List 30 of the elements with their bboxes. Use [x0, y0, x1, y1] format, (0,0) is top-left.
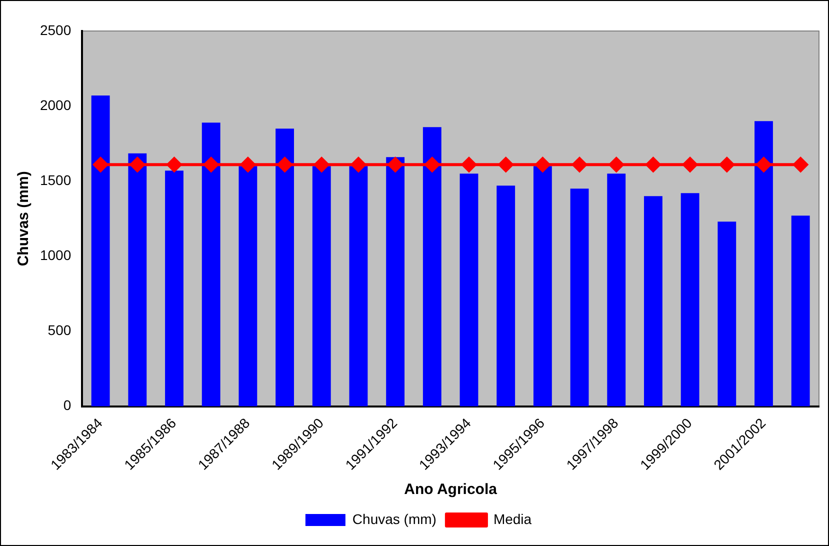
y-tick-label: 500 [48, 322, 72, 338]
bar [91, 96, 110, 406]
y-tick-label: 1500 [40, 172, 72, 188]
bar [460, 174, 478, 406]
bar [570, 188, 589, 406]
bar [238, 166, 258, 406]
bar [680, 193, 700, 406]
bar [718, 222, 736, 406]
y-tick-label: 0 [63, 397, 72, 414]
bar [312, 166, 331, 406]
y-tick-label: 1000 [40, 247, 72, 264]
bar [386, 157, 405, 406]
bar [533, 166, 552, 406]
bar [128, 153, 147, 406]
legend-label: Chuvas (mm) [352, 510, 436, 527]
y-axis-title: Chuvas (mm) [15, 171, 32, 266]
bar [607, 174, 626, 406]
y-tick-label: 2500 [40, 22, 72, 38]
bar [349, 166, 368, 406]
bar [276, 128, 294, 406]
bar [754, 121, 773, 406]
y-tick-label: 2000 [40, 96, 72, 113]
x-axis-title: Ano Agricola [404, 481, 498, 498]
bar [165, 170, 184, 406]
bar [202, 122, 220, 406]
bar [422, 127, 442, 406]
legend-label: Media [493, 510, 532, 527]
bar [496, 186, 516, 406]
bar [791, 216, 810, 406]
bar [644, 196, 662, 406]
